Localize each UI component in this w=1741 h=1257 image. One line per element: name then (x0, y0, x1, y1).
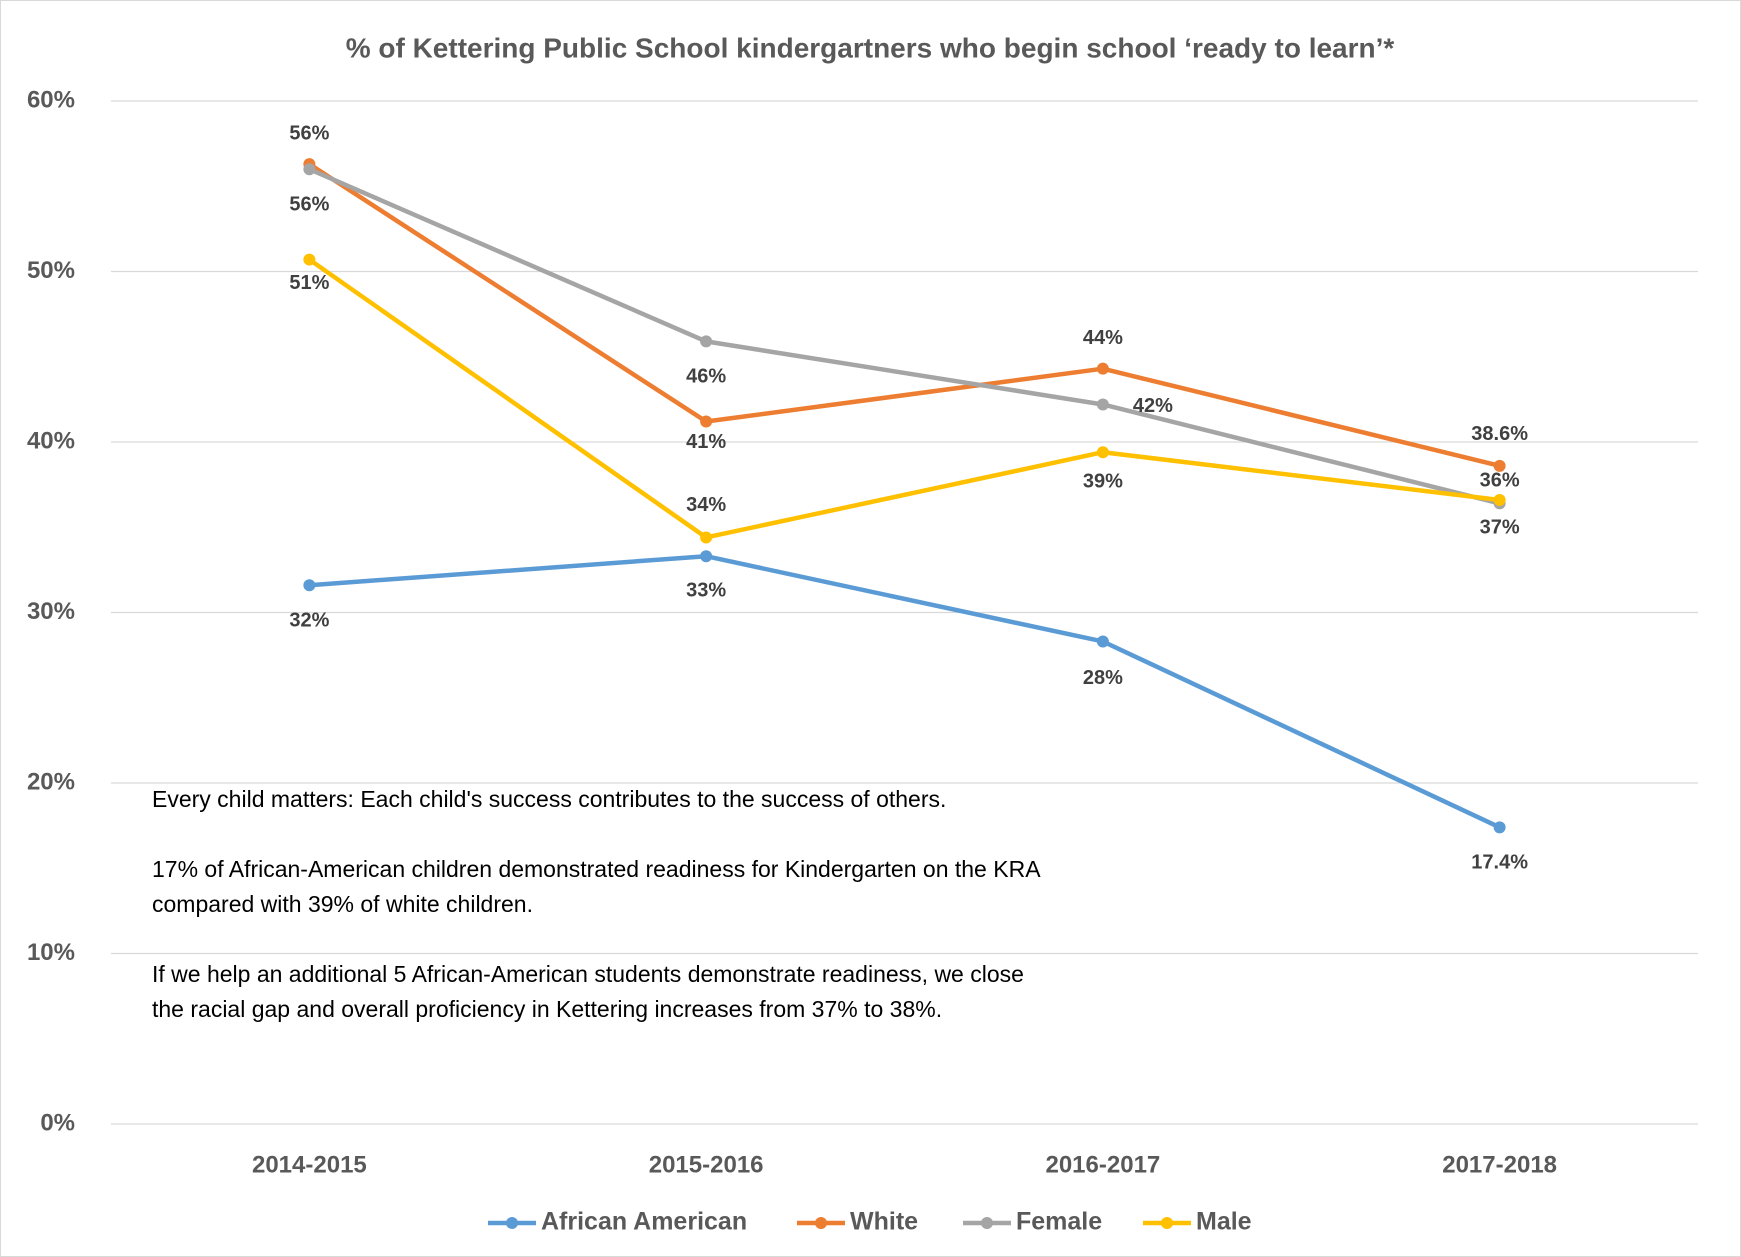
data-label: 33% (686, 580, 726, 602)
data-point (700, 335, 713, 348)
data-label: 28% (1083, 667, 1123, 689)
legend-marker (981, 1217, 993, 1229)
legend-marker (506, 1217, 518, 1229)
legend-marker (1161, 1217, 1173, 1229)
data-label: 32% (289, 610, 329, 632)
legend-label: African American (541, 1208, 747, 1236)
data-label: 42% (1133, 395, 1173, 417)
y-tick-label: 50% (27, 257, 75, 284)
chart-title: % of Kettering Public School kindergartn… (346, 32, 1395, 63)
data-label: 41% (686, 431, 726, 453)
data-point (1493, 493, 1506, 506)
data-point (1096, 635, 1109, 648)
data-point (1096, 446, 1109, 459)
data-point (700, 415, 713, 428)
data-point (1493, 821, 1506, 834)
data-label: 17.4% (1471, 852, 1528, 874)
data-label: 37% (1480, 516, 1520, 538)
y-tick-label: 20% (27, 768, 75, 795)
data-label: 46% (686, 366, 726, 388)
y-tick-label: 40% (27, 427, 75, 454)
annotation-text: If we help an additional 5 African-Ameri… (152, 961, 1024, 987)
data-label: 36% (1480, 470, 1520, 492)
data-label: 56% (289, 193, 329, 215)
data-label: 56% (289, 122, 329, 144)
data-point (1096, 362, 1109, 375)
data-point (700, 550, 713, 563)
data-label: 39% (1083, 471, 1123, 493)
series-line (308, 162, 1501, 469)
annotation-text: the racial gap and overall proficiency i… (152, 996, 942, 1022)
annotation-text: 17% of African-American children demonst… (152, 856, 1041, 882)
data-point (1096, 398, 1109, 411)
annotation-text: Every child matters: Each child's succes… (152, 786, 946, 812)
x-tick-label: 2016-2017 (1045, 1151, 1160, 1178)
y-tick-label: 30% (27, 598, 75, 625)
x-tick-label: 2014-2015 (252, 1151, 367, 1178)
legend-label: Female (1016, 1208, 1102, 1236)
data-point (700, 531, 713, 544)
legend-marker (815, 1217, 827, 1229)
x-tick-label: 2015-2016 (649, 1151, 764, 1178)
data-label: 38.6% (1471, 423, 1528, 445)
data-point (303, 253, 316, 266)
y-tick-label: 10% (27, 939, 75, 966)
legend-label: White (850, 1208, 918, 1236)
data-point (1493, 459, 1506, 472)
annotation-text: compared with 39% of white children. (152, 891, 533, 917)
y-tick-label: 60% (27, 86, 75, 113)
data-label: 44% (1083, 327, 1123, 349)
series-line (308, 257, 1500, 540)
series-line (308, 167, 1501, 506)
series-line (309, 553, 1501, 830)
data-point (303, 163, 316, 176)
legend-label: Male (1196, 1208, 1252, 1236)
x-tick-label: 2017-2018 (1442, 1151, 1557, 1178)
y-tick-label: 0% (40, 1109, 75, 1136)
data-point (303, 579, 316, 592)
data-label: 34% (686, 494, 726, 516)
data-label: 51% (289, 272, 329, 294)
